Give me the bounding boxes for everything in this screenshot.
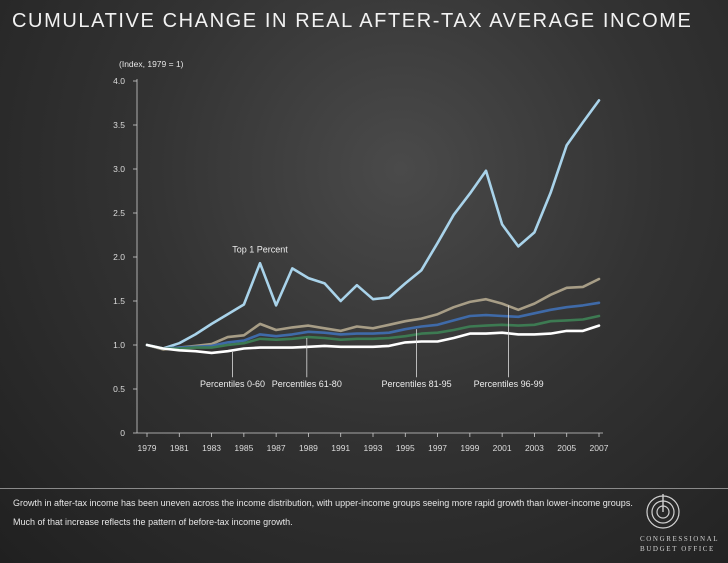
annotation-percentiles-81-95: Percentiles 81-95 bbox=[382, 379, 452, 389]
y-axis-label: (Index, 1979 = 1) bbox=[119, 59, 184, 69]
x-tick-label: 1993 bbox=[364, 443, 383, 453]
x-tick-label: 1987 bbox=[267, 443, 286, 453]
y-tick-label: 1.5 bbox=[113, 296, 125, 306]
series-line-percentiles-81-95 bbox=[145, 301, 601, 350]
cbo-logo-line2: Budget Office bbox=[640, 545, 715, 553]
cbo-logo-text: Congressional Budget Office bbox=[640, 534, 720, 554]
line-chart: (Index, 1979 = 1) 0 0.5 1.0 1.5 2.0 2.5 3.0 3.5 4… bbox=[113, 59, 609, 453]
y-tick-label: 3.0 bbox=[113, 164, 125, 174]
annotation-percentiles-96-99: Percentiles 96-99 bbox=[474, 379, 544, 389]
x-tick-label: 1991 bbox=[331, 443, 350, 453]
x-tick-label: 1997 bbox=[428, 443, 447, 453]
series-line-percentiles-61-80 bbox=[145, 314, 601, 350]
y-tick-label: 0.5 bbox=[113, 384, 125, 394]
x-tick-label: 2007 bbox=[590, 443, 609, 453]
x-tick-label: 1981 bbox=[170, 443, 189, 453]
y-tick-label: 2.5 bbox=[113, 208, 125, 218]
x-tick-label: 2001 bbox=[493, 443, 512, 453]
x-tick-label: 1985 bbox=[234, 443, 253, 453]
y-tick-label: 0 bbox=[120, 428, 125, 438]
y-tick-label: 1.0 bbox=[113, 340, 125, 350]
cbo-logo-icon bbox=[646, 494, 680, 529]
chart-title: CUMULATIVE CHANGE IN REAL AFTER-TAX AVER… bbox=[12, 10, 693, 32]
chart-caption: Growth in after-tax income has been unev… bbox=[13, 498, 633, 527]
x-tick-label: 1983 bbox=[202, 443, 221, 453]
x-tick-label: 2003 bbox=[525, 443, 544, 453]
annotation-percentiles-61-80: Percentiles 61-80 bbox=[272, 379, 342, 389]
y-tick-label: 3.5 bbox=[113, 120, 125, 130]
annotation-percentiles-0-60: Percentiles 0-60 bbox=[200, 379, 265, 389]
x-tick-label: 1989 bbox=[299, 443, 318, 453]
series-line-percentiles-0-60 bbox=[145, 324, 601, 355]
x-tick-label: 1995 bbox=[396, 443, 415, 453]
series-line-top-1-percent bbox=[145, 99, 601, 350]
x-tick-label: 1999 bbox=[460, 443, 479, 453]
y-tick-label: 2.0 bbox=[113, 252, 125, 262]
x-tick-label: 2005 bbox=[557, 443, 576, 453]
x-tick-label: 1979 bbox=[138, 443, 157, 453]
series-line-percentiles-96-99 bbox=[145, 277, 601, 351]
footer-divider bbox=[0, 488, 728, 489]
annotation-top-1-percent: Top 1 Percent bbox=[232, 245, 288, 255]
cbo-logo-line1: Congressional bbox=[640, 535, 720, 543]
y-tick-label: 4.0 bbox=[113, 76, 125, 86]
